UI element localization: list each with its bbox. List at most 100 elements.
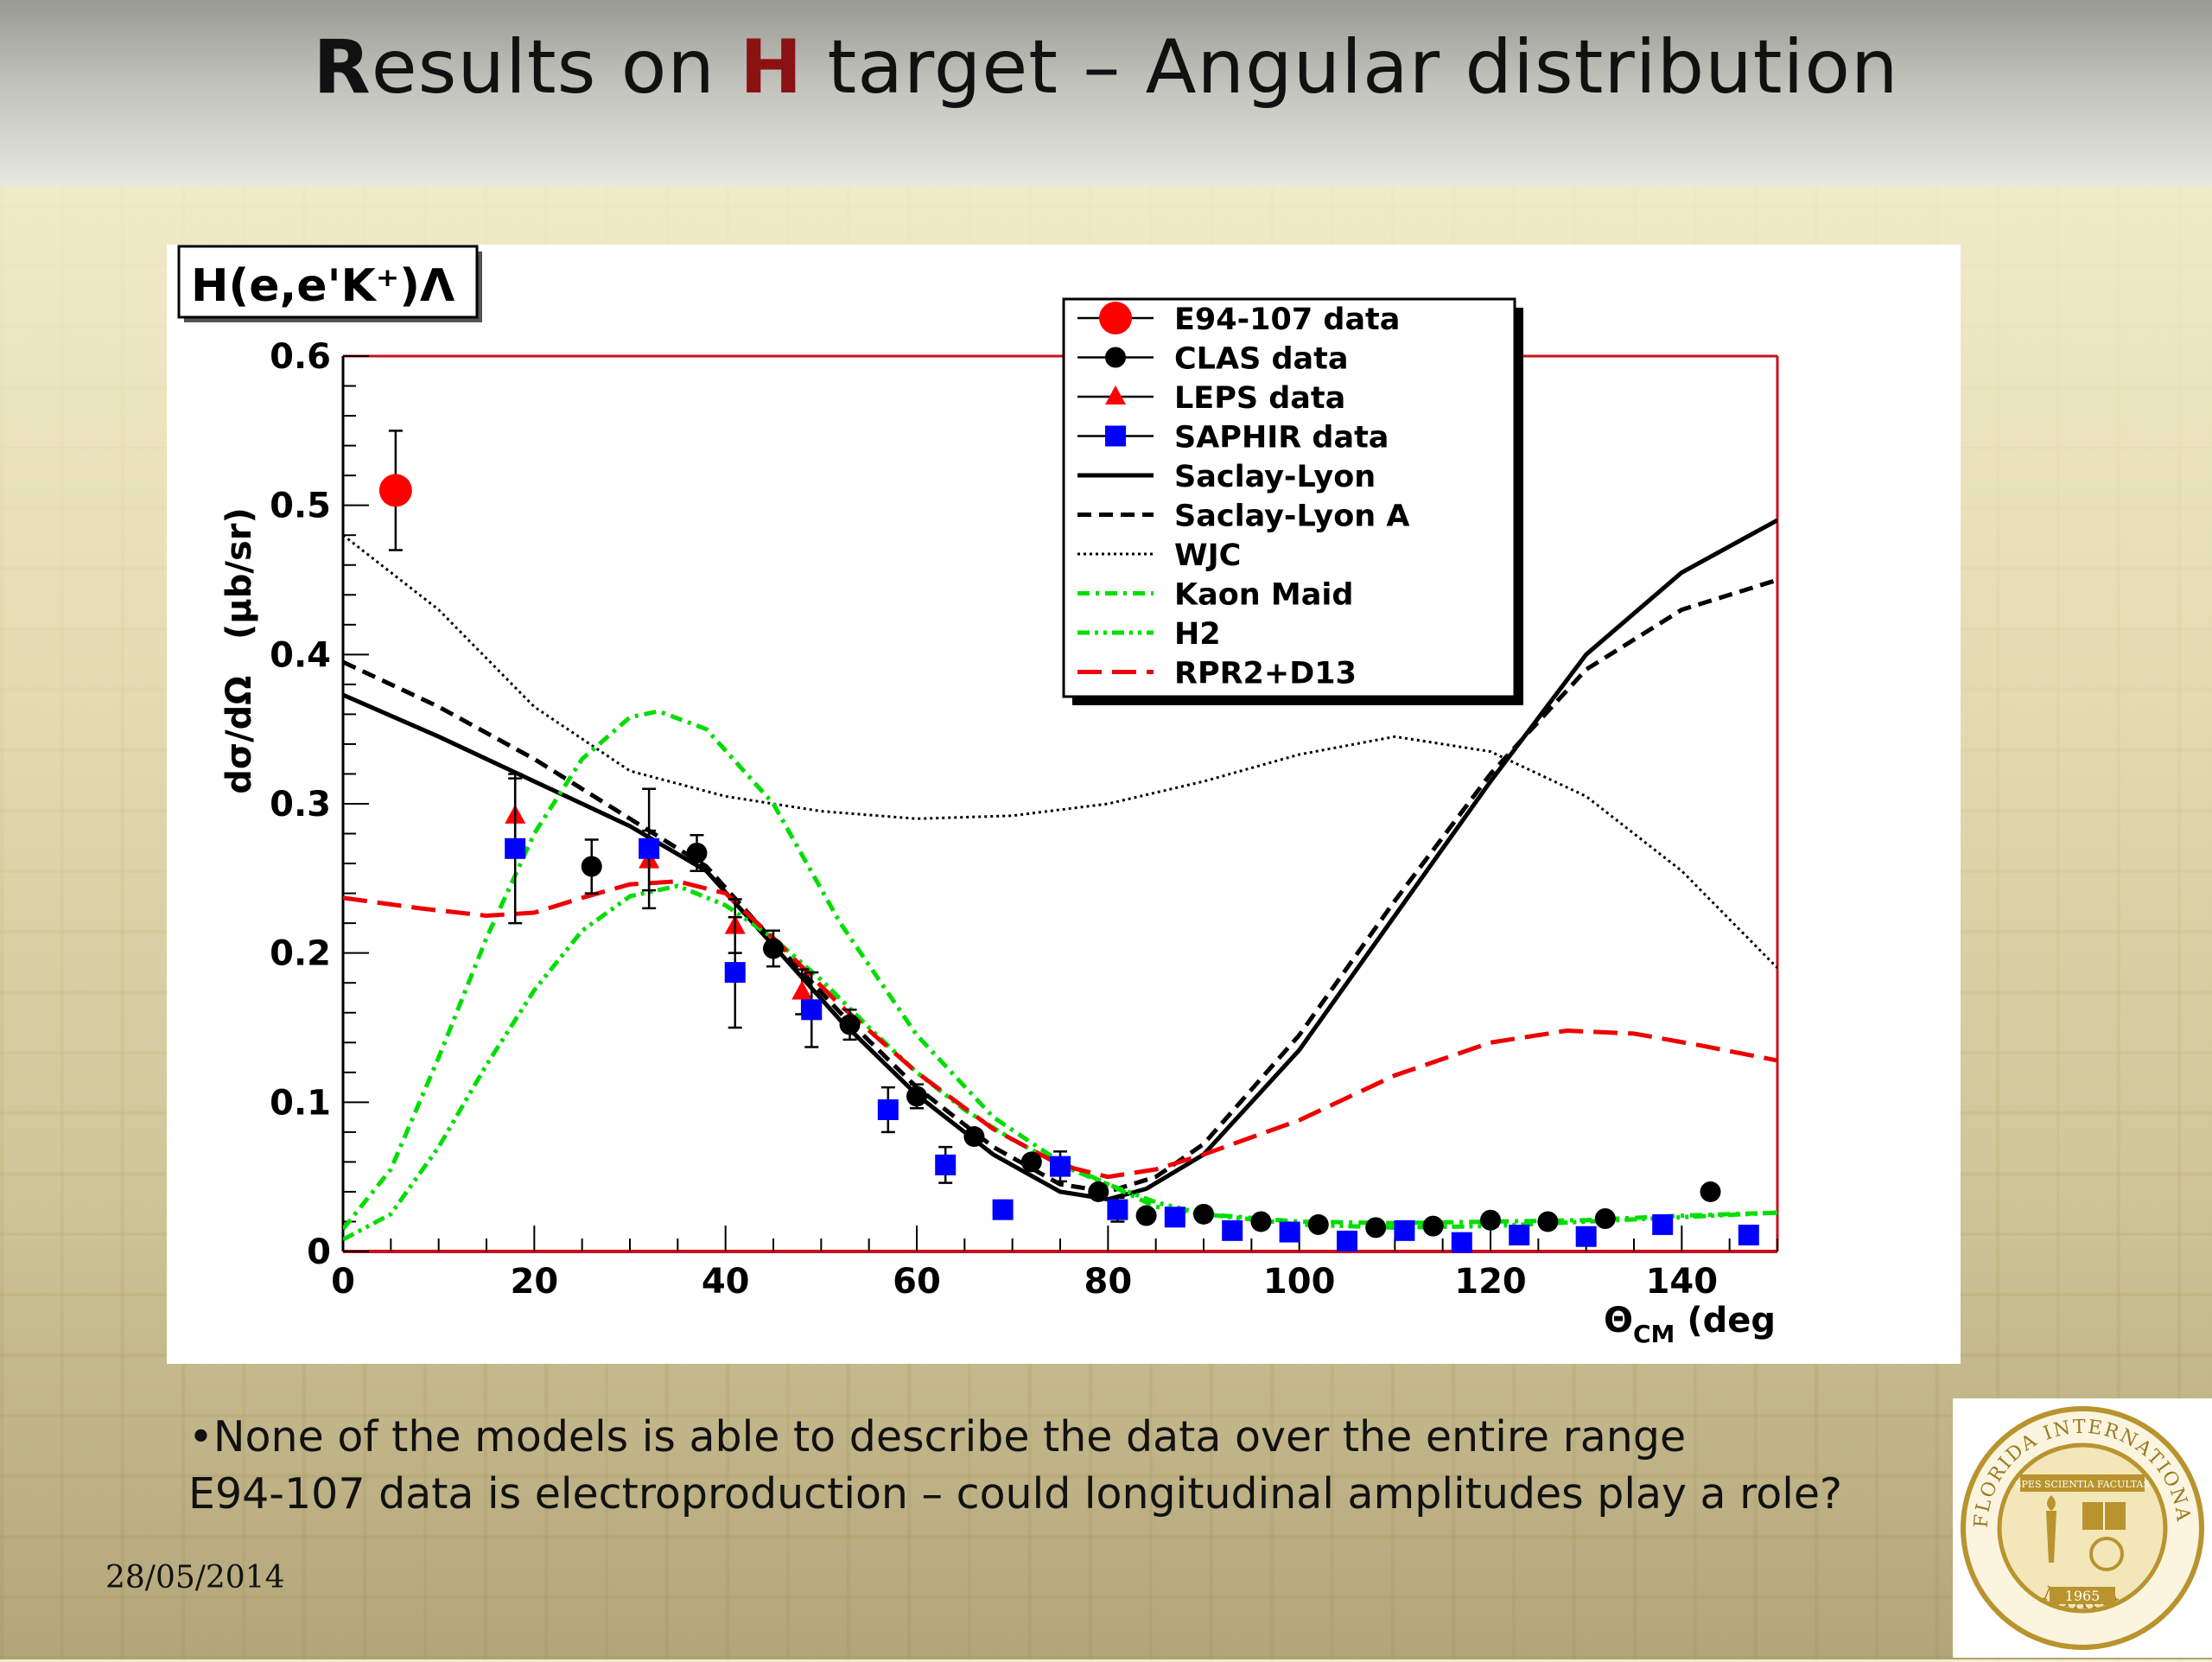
y-tick-label: 0.1 [270,1083,331,1123]
title-mid1: esults on [371,24,741,111]
legend-leps-data-label: LEPS data [1174,381,1345,416]
clas-data-point [1020,1151,1042,1173]
ticks: 0 20 40 60 80 100 120 140 0 0.1 0.2 0.3 0.4 0.5 0.6 [270,337,1778,1302]
legend-kaon-maid-label: Kaon Maid [1174,578,1353,613]
bullet-1: •None of the models is able to describe … [188,1412,1687,1461]
saphir-data-point [801,999,823,1021]
axes [341,354,1779,1253]
saphir-data-point [1337,1230,1357,1251]
y-axis-label: dσ/dΩ (μb/sr) [219,507,259,794]
university-seal: FLORIDA INTERNATIONAL UNIVERSITY MIAMI S… [1943,1382,2212,1658]
clas-data-point [1307,1213,1329,1235]
angular-distribution-chart: H(e,e'K⁺)Λ 0 20 40 60 80 100 120 140 0 0.1 0.2 0.3 0… [177,245,1779,1348]
saphir-data-point [1107,1199,1128,1220]
legend-saphir-data-label: SAPHIR data [1174,421,1389,455]
legend-clas-data-label: CLAS data [1174,342,1349,377]
clas-data-point [581,856,602,877]
saphir-data-point [1279,1221,1300,1243]
chart-panel: H(e,e'K⁺)Λ 0 20 40 60 80 100 120 140 0 0.1 0.2 0.3 0… [167,245,1961,1364]
clas-data-point [686,842,708,863]
curve-saclay-lyon [343,518,1777,1202]
bullet-list: •None of the models is able to describe … [188,1409,1842,1523]
y-tick-label: 0.3 [270,785,331,825]
clas-data-point [1135,1205,1157,1226]
clas-data-point [1700,1181,1721,1202]
legend-wjc-label: WJC [1174,538,1241,573]
saphir-data-point [1451,1232,1472,1253]
seal-year-band [2050,1587,2115,1604]
legend-box [1062,297,1516,698]
saphir-data-point [1164,1207,1185,1228]
legend-rpr2-d13-label: RPR2+D13 [1174,657,1357,691]
saphir-data-point [1652,1213,1674,1235]
y-tick-label: 0.5 [270,487,331,526]
title-h: H [740,24,804,111]
saphir-data-point [1394,1219,1415,1241]
clas-data-point [1193,1203,1214,1225]
seal-motto: SPES SCIENTIA FACULTAS [2015,1479,2150,1490]
x-axis-label-unit: (deg [1675,1301,1776,1340]
clas-data-point [1365,1217,1387,1239]
x-tick-label: 140 [1646,1262,1719,1302]
clas-data-point [1480,1209,1501,1231]
clas-data-point [1537,1211,1559,1232]
y-tick-label: 0 [307,1232,331,1272]
x-axis-label-main: Θ [1604,1301,1633,1340]
y-tick-label: 0.2 [270,934,331,974]
legend: E94-107 data CLAS data LEPS data SAPHIR dat… [1062,297,1523,705]
legend-e94-107-data-label: E94-107 data [1174,302,1400,337]
title-mid2: target – Angular distribution [803,24,1899,111]
torch-icon [2046,1495,2056,1563]
reaction-label-box [177,245,479,319]
e94-107-data-point [378,474,412,507]
clas-data-point [963,1126,985,1148]
legend-saclay-lyon-label: Saclay-Lyon [1174,460,1376,494]
slide-date: 28/05/2014 [105,1560,285,1595]
title-bar [0,0,2212,186]
leps-data-point [791,980,813,1000]
reaction-label: H(e,e'K⁺)Λ [191,260,454,312]
saphir-data-point [1575,1226,1597,1247]
saphir-data-point [1738,1225,1759,1246]
curve-saclay-lyon-a [343,577,1777,1194]
clas-data-point [1250,1211,1272,1232]
x-tick-label: 80 [1084,1262,1132,1302]
legend-saclay-lyon-a-label: Saclay-Lyon A [1174,500,1409,534]
saphir-data-point [639,837,660,859]
x-tick-label: 40 [702,1262,750,1302]
clas-data-point [1088,1181,1109,1202]
legend-leps-data-marker [1105,385,1126,404]
x-tick-label: 100 [1263,1262,1336,1302]
legend-e94-107-data-marker [1099,302,1132,334]
x-axis-label-sub: CM [1633,1320,1675,1348]
seal-motto-band [2020,1474,2145,1492]
legend-saphir-data-marker [1105,425,1126,447]
saphir-data-point [1509,1225,1530,1246]
saphir-data-point [877,1098,899,1120]
title-r: R [313,24,372,111]
clas-data-point [1594,1208,1616,1230]
clas-data-point [839,1014,861,1035]
data-points [378,430,1759,1253]
model-curves [343,518,1777,1242]
x-tick-label: 20 [510,1262,558,1302]
curve-rpr2-d13 [343,879,1777,1180]
legend-clas-data-marker [1105,347,1126,368]
globe-icon [2089,1537,2124,1571]
y-tick-label: 0.4 [270,635,331,675]
saphir-data-point [724,962,746,984]
curve-wjc [343,534,1777,969]
x-tick-label: 120 [1454,1262,1527,1302]
saphir-data-point [992,1199,1014,1220]
legend-h2-label: H2 [1174,617,1221,652]
x-tick-label: 60 [893,1262,941,1302]
saphir-data-point [1050,1156,1071,1177]
seal-year: 1965 [2065,1588,2101,1604]
clas-data-point [1422,1215,1444,1237]
x-axis-label: ΘCM (deg [1604,1301,1776,1348]
bullet-2: E94-107 data is electroproduction – coul… [188,1469,1842,1519]
saphir-data-point [1222,1219,1243,1241]
saphir-data-point [505,837,526,859]
x-tick-label: 0 [331,1262,355,1302]
saphir-data-point [935,1154,957,1175]
